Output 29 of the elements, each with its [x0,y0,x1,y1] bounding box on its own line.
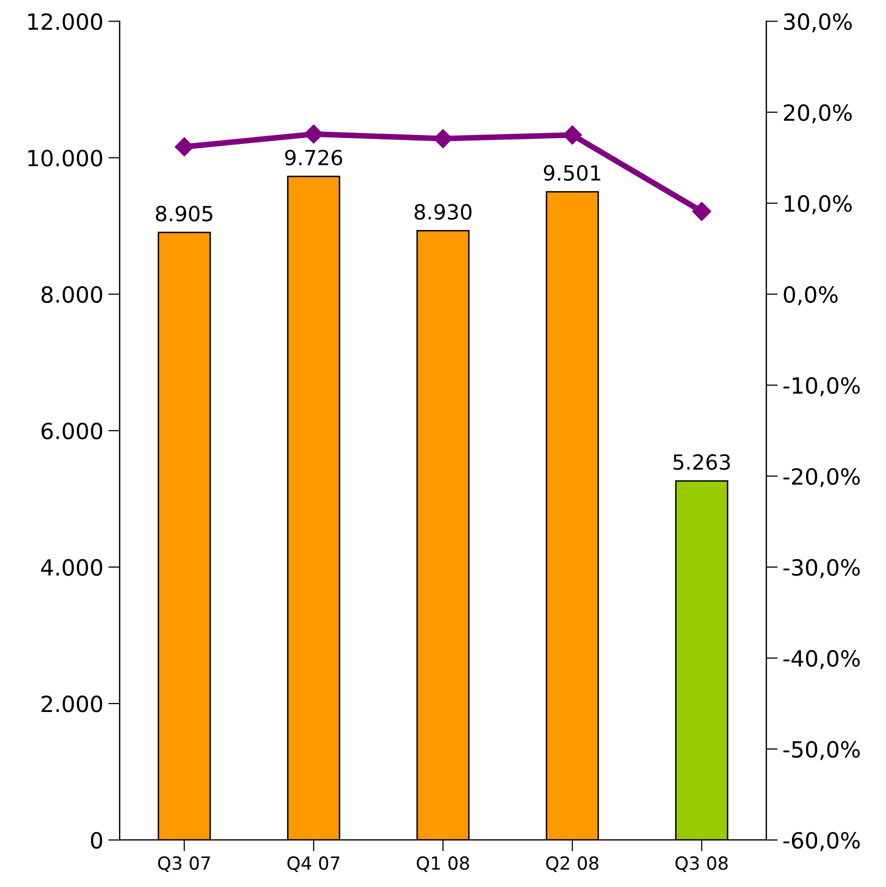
y-tick-label: 0 [90,832,102,849]
y-tick-label: 10.000 [28,150,102,166]
y-tick-label: 4.000 [41,559,102,576]
y-tick-label: 6.000 [42,422,102,440]
x-tick-label: Q3 07 [158,856,210,872]
x-tick-label: Q4 07 [287,856,340,872]
data-label: 9.501 [544,165,600,181]
y-tick-label: 2.000 [42,695,102,712]
y-tick-label: 8.000 [42,286,102,303]
data-label: 9.726 [285,150,342,166]
data-label: 8.905 [156,206,212,222]
y-tick-label: 12.000 [28,13,102,30]
y2-tick-label: 30,0% [784,13,852,32]
y2-tick-label: 10,0% [784,195,852,214]
data-label: 8.930 [414,204,472,220]
y2-tick-label: -60,0% [783,832,860,852]
x-tick-label: Q2 08 [546,856,598,872]
y2-tick-label: 20,0% [784,104,852,124]
x-tick-label: Q1 08 [416,856,469,872]
point [692,202,712,221]
y2-tick-label: -40,0% [783,650,860,670]
y2-tick-label: -50,0% [783,740,860,760]
y2-tick-label: -10,0% [783,377,860,396]
y2-tick-label: -20,0% [783,468,860,488]
data-label: 5.263 [674,454,730,470]
y2-tick-label: 0,0% [784,286,838,306]
y2-tick-label: -30,0% [783,559,860,578]
x-tick-label: Q3 08 [676,856,728,872]
point [174,137,194,156]
